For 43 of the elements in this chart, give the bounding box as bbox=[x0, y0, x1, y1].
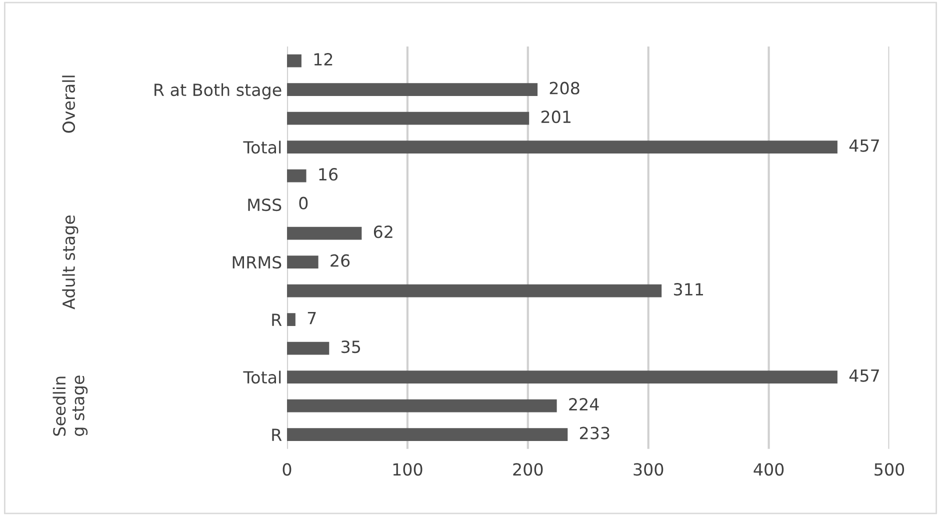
y-tick-label: MSS bbox=[248, 198, 282, 212]
text: Seedlin g stage bbox=[52, 376, 88, 436]
y-tick-label: R bbox=[272, 428, 282, 441]
data-label: 311 bbox=[674, 283, 703, 296]
bar bbox=[287, 342, 330, 355]
data-label: 12 bbox=[314, 53, 332, 66]
x-tick-label: 300 bbox=[634, 463, 664, 476]
bar bbox=[287, 112, 530, 125]
bar bbox=[287, 140, 838, 154]
data-label: 7 bbox=[308, 312, 316, 324]
y-tick-label: R bbox=[272, 314, 282, 326]
text: Adult stage bbox=[62, 215, 78, 310]
data-label: 16 bbox=[319, 168, 338, 181]
x-tick-label: 400 bbox=[754, 463, 784, 476]
bar bbox=[287, 284, 662, 298]
data-label: 224 bbox=[569, 398, 599, 410]
bar bbox=[287, 313, 296, 326]
x-tick-label: 100 bbox=[393, 463, 422, 476]
y-tick-label: Total bbox=[243, 370, 281, 384]
data-label: 457 bbox=[849, 140, 879, 152]
bar bbox=[287, 54, 302, 68]
y-tick-label: Total bbox=[243, 140, 281, 154]
data-label: 0 bbox=[299, 196, 308, 210]
x-tick-label: 500 bbox=[874, 463, 904, 476]
data-label: 26 bbox=[330, 254, 350, 267]
data-label: 35 bbox=[342, 340, 360, 354]
data-label: 62 bbox=[374, 226, 392, 238]
x-tick-label: 200 bbox=[513, 463, 543, 476]
bar bbox=[287, 428, 568, 442]
data-label: 233 bbox=[580, 426, 610, 440]
bar bbox=[287, 256, 318, 269]
y-tick-label: MRMS bbox=[232, 256, 282, 269]
data-label: 457 bbox=[849, 369, 879, 382]
text: Overall bbox=[62, 76, 76, 133]
bar bbox=[287, 370, 838, 384]
bar bbox=[287, 399, 557, 412]
bar bbox=[287, 83, 538, 96]
y-tick-label: R at Both stage bbox=[154, 83, 282, 100]
bar bbox=[287, 169, 306, 182]
x-tick-label: 0 bbox=[282, 463, 292, 476]
data-label: 208 bbox=[550, 82, 580, 94]
bar bbox=[287, 226, 362, 240]
data-label: 201 bbox=[541, 110, 570, 124]
